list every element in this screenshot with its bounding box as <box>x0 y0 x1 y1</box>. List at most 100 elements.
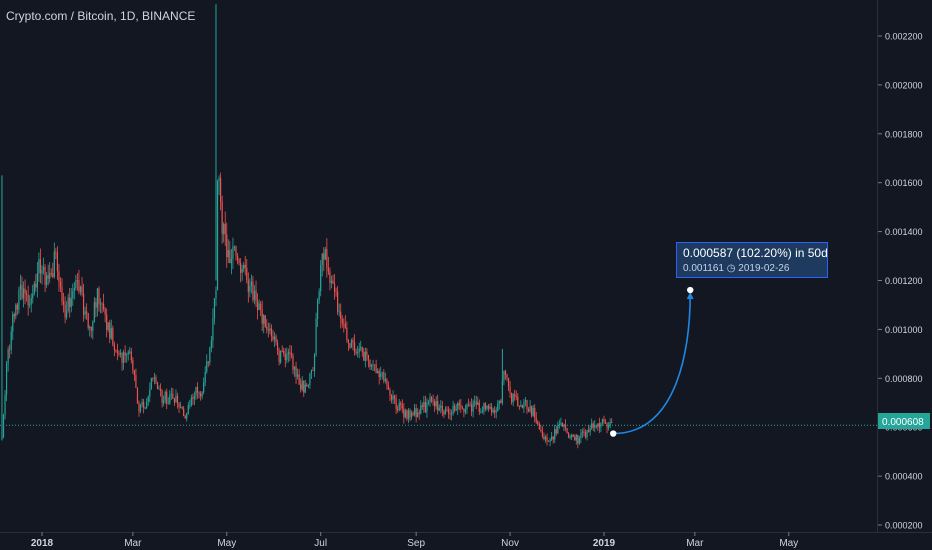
candle-down <box>386 379 388 386</box>
candle-down <box>387 385 390 390</box>
candle-up <box>164 391 166 401</box>
candle-up <box>170 393 172 395</box>
candle-up <box>497 403 499 411</box>
candle-up <box>455 409 457 411</box>
candle-down <box>346 327 348 341</box>
candle-up <box>30 298 32 305</box>
candle-down <box>434 401 436 407</box>
candle-down <box>278 350 280 363</box>
candle-down <box>611 421 613 423</box>
projection-info-box[interactable]: 0.000587 (102.20%) in 50d 0.001161 ◷ 201… <box>676 242 828 278</box>
candle-down <box>16 304 18 310</box>
candle-down <box>229 250 231 264</box>
candle-down <box>13 314 15 317</box>
candle-up <box>212 318 214 341</box>
projection-arrow[interactable] <box>613 294 692 435</box>
candle-down <box>369 359 371 367</box>
candle-up <box>126 354 128 356</box>
y-tick-label: 0.001200 <box>885 276 923 286</box>
candle-down <box>207 361 209 363</box>
candle-down <box>221 201 223 234</box>
candle-up <box>2 414 5 438</box>
candle-up <box>407 410 410 419</box>
candle-down <box>260 303 262 310</box>
candle-up <box>89 326 91 328</box>
candle-down <box>484 403 487 409</box>
candle-down <box>566 428 568 434</box>
candle-up <box>99 303 102 305</box>
candle-down <box>540 429 542 432</box>
candle-up <box>4 394 6 415</box>
candle-down <box>56 252 58 272</box>
y-tick-label: 0.001800 <box>885 129 923 139</box>
candle-up <box>591 423 593 429</box>
candle-down <box>124 352 126 356</box>
candle-down <box>244 264 246 268</box>
candle-down <box>47 275 49 279</box>
candle-down <box>329 271 331 283</box>
candle-up <box>263 315 265 324</box>
candle-down <box>9 349 11 351</box>
candle-down <box>292 355 294 370</box>
time-axis[interactable]: 2018 Mar May Jul Sep Nov 2019 Mar May <box>31 532 798 549</box>
candle-up <box>423 401 425 407</box>
projection-target-date: 2019-02-26 <box>738 263 790 274</box>
arrow-head <box>686 292 694 300</box>
candle-down <box>138 403 140 412</box>
candle-up <box>22 288 25 299</box>
candle-down <box>143 401 145 408</box>
candle-up <box>75 280 77 288</box>
candle-down <box>261 309 263 324</box>
candle-down <box>494 409 496 413</box>
y-tick-label: 0.002000 <box>885 80 923 90</box>
candle-down <box>224 224 226 235</box>
projection-end-point[interactable] <box>687 286 694 294</box>
candle-up <box>444 408 447 415</box>
candle-up <box>529 405 531 412</box>
x-tick-label: Mar <box>124 538 142 549</box>
candle-down <box>284 353 286 360</box>
candle-down <box>552 436 554 440</box>
candle-up <box>414 408 416 415</box>
candle-down <box>198 392 200 394</box>
candle-down <box>403 408 405 418</box>
candle-up <box>73 287 75 292</box>
candle-up <box>477 402 479 405</box>
candle-down <box>102 303 105 309</box>
projection-start-point[interactable] <box>610 430 617 437</box>
candle-down <box>383 372 385 382</box>
candle-down <box>199 393 202 397</box>
candle-up <box>410 412 413 418</box>
candle-down <box>577 435 579 444</box>
candle-down <box>272 336 274 340</box>
candle-down <box>375 364 377 374</box>
candle-down <box>449 412 451 415</box>
candle-up <box>563 424 565 427</box>
candle-up <box>317 300 319 319</box>
candle-up <box>464 409 467 413</box>
candle-down <box>400 402 402 405</box>
price-axis[interactable]: 0.0002000.0004000.0006000.0008000.001000… <box>878 32 923 531</box>
candle-down <box>531 405 533 416</box>
candle-down <box>267 329 269 331</box>
projection-target-price: 0.001161 <box>683 263 724 274</box>
candle-down <box>270 328 273 337</box>
candle-down <box>511 392 513 403</box>
candle-down <box>39 259 42 274</box>
candles <box>1 4 613 449</box>
candle-down <box>255 290 257 302</box>
candle-up <box>360 347 362 349</box>
candle-down <box>52 273 54 277</box>
candle-down <box>116 350 119 354</box>
candle-down <box>355 352 357 354</box>
candle-down <box>555 429 557 434</box>
candle-down <box>603 419 605 422</box>
candle-up <box>269 328 271 331</box>
candle-down <box>335 291 337 293</box>
y-tick-label: 0.001400 <box>885 227 923 237</box>
candle-up <box>501 380 503 404</box>
candle-up <box>258 303 260 310</box>
candle-down <box>236 255 239 260</box>
candle-down <box>390 395 393 400</box>
